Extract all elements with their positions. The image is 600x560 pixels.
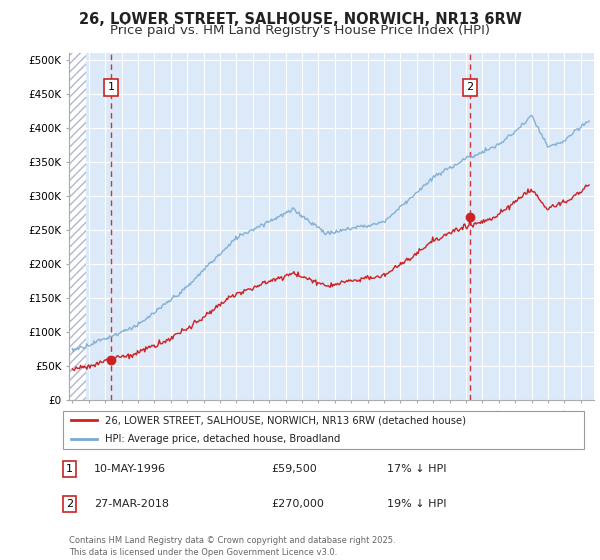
Text: 1: 1 [66,464,73,474]
Text: 2: 2 [466,82,473,92]
Text: HPI: Average price, detached house, Broadland: HPI: Average price, detached house, Broa… [105,435,340,445]
Text: 26, LOWER STREET, SALHOUSE, NORWICH, NR13 6RW: 26, LOWER STREET, SALHOUSE, NORWICH, NR1… [79,12,521,27]
Text: 19% ↓ HPI: 19% ↓ HPI [388,499,447,509]
Text: £59,500: £59,500 [271,464,317,474]
FancyBboxPatch shape [62,411,584,449]
Text: 26, LOWER STREET, SALHOUSE, NORWICH, NR13 6RW (detached house): 26, LOWER STREET, SALHOUSE, NORWICH, NR1… [105,415,466,425]
Text: 27-MAR-2018: 27-MAR-2018 [94,499,169,509]
Text: 10-MAY-1996: 10-MAY-1996 [94,464,166,474]
Bar [69,53,86,400]
Text: 17% ↓ HPI: 17% ↓ HPI [388,464,447,474]
Text: £270,000: £270,000 [271,499,324,509]
Text: 2: 2 [66,499,73,509]
Text: Contains HM Land Registry data © Crown copyright and database right 2025.
This d: Contains HM Land Registry data © Crown c… [69,536,395,557]
Text: 1: 1 [107,82,115,92]
Text: Price paid vs. HM Land Registry's House Price Index (HPI): Price paid vs. HM Land Registry's House … [110,24,490,36]
